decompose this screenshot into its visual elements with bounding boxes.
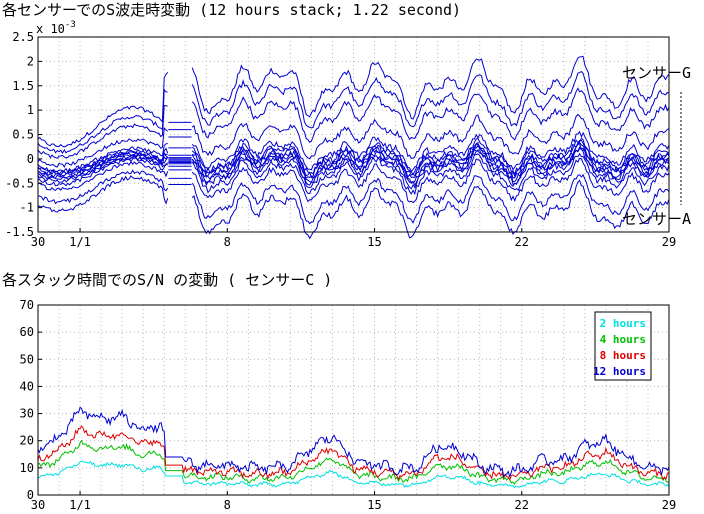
top-y-tick-label: 1 [27, 103, 34, 117]
top-y-tick-label: 0.5 [12, 128, 34, 142]
bottom-x-tick-label: 8 [224, 498, 231, 512]
top-series-line [37, 160, 169, 192]
top-chart-title: 各センサーでのS波走時変動 (12 hours stack; 1.22 seco… [2, 1, 461, 19]
top-y-tick-label: -1 [20, 201, 34, 215]
top-y-tick-label: 0 [27, 152, 34, 166]
top-chart-grid [38, 36, 669, 233]
bottom-chart-frame [37, 304, 670, 496]
legend-label-4-hours: 4 hours [600, 333, 646, 346]
bottom-y-tick-label: 20 [20, 434, 34, 448]
top-series-line [37, 126, 169, 168]
top-series-line [37, 153, 169, 179]
top-series-line [191, 143, 670, 184]
top-series-line [37, 155, 169, 183]
bottom-y-tick-label: 50 [20, 352, 34, 366]
top-series-line [37, 169, 169, 205]
legend-label-2-hours: 2 hours [600, 317, 646, 330]
top-series-line [191, 179, 670, 240]
top-x-tick-label: 30 [31, 235, 45, 249]
bottom-y-tick-label: 70 [20, 298, 34, 312]
bottom-y-tick-label: 60 [20, 325, 34, 339]
bottom-chart-x-axis: 30 1/1 8 15 22 29 [31, 491, 676, 512]
top-chart-series-group [37, 55, 670, 240]
bottom-chart-y-axis: 0 10 20 30 40 50 60 70 [20, 298, 42, 502]
bottom-series-line-4-hours [37, 439, 670, 485]
top-series-line [191, 140, 670, 179]
bottom-x-tick-label: 1/1 [69, 498, 91, 512]
sensor-top-label: センサーG [622, 64, 691, 82]
top-chart-x-axis: 30 1/1 8 15 22 29 [31, 228, 676, 249]
top-series-line [191, 87, 670, 143]
bottom-y-tick-label: 10 [20, 461, 34, 475]
top-series-line [191, 173, 670, 225]
top-y-tick-label: -1.5 [5, 225, 34, 239]
top-series-line [37, 143, 168, 173]
bottom-series-line-2-hours [38, 460, 670, 489]
top-chart-y-exponent: x 10-3 [36, 20, 76, 36]
top-series-line [37, 71, 169, 148]
top-x-tick-label: 8 [224, 235, 231, 249]
legend-label-8-hours: 8 hours [600, 349, 646, 362]
top-series-line [191, 157, 670, 204]
top-x-tick-label: 22 [515, 235, 529, 249]
sensor-bottom-label: センサーA [622, 210, 691, 228]
bottom-x-tick-label: 22 [515, 498, 529, 512]
top-series-line [191, 70, 670, 129]
bottom-chart-legend: 2 hours 4 hours 8 hours 12 hours [593, 311, 652, 381]
bottom-y-tick-label: 30 [20, 407, 34, 421]
bottom-x-tick-label: 15 [367, 498, 381, 512]
top-series-line [191, 146, 670, 187]
bottom-y-tick-label: 0 [27, 488, 34, 502]
top-x-tick-label: 15 [367, 235, 381, 249]
top-y-tick-label: -0.5 [5, 176, 34, 190]
top-y-tick-label: 2.5 [12, 30, 34, 44]
top-chart-y-axis: -1.5 -1 -0.5 0 0.5 1 1.5 2 2.5 [5, 30, 42, 239]
top-series-line [191, 130, 670, 173]
legend-label-12-hours: 12 hours [593, 365, 646, 378]
top-series-line [191, 152, 670, 196]
top-y-tick-label: 1.5 [12, 79, 34, 93]
bottom-x-tick-label: 29 [662, 498, 676, 512]
bottom-x-tick-label: 30 [31, 498, 45, 512]
top-y-tick-label: 2 [27, 54, 34, 68]
top-series-line [191, 113, 670, 160]
bottom-series-line-8-hours [37, 425, 670, 481]
top-x-tick-label: 1/1 [69, 235, 91, 249]
bottom-y-tick-label: 40 [20, 379, 34, 393]
legend-box [594, 311, 652, 381]
bottom-chart-title: 各スタック時間でのS/N の変動 ( センサーC ) [2, 271, 332, 289]
top-series-line [37, 88, 168, 155]
bottom-series-line-12-hours [37, 406, 670, 479]
bottom-chart-series-group [37, 406, 670, 489]
top-series-line [191, 55, 670, 120]
top-series-line [37, 105, 168, 159]
top-x-tick-label: 29 [662, 235, 676, 249]
top-series-line [37, 157, 168, 187]
top-series-line [37, 175, 169, 213]
top-series-line [191, 148, 670, 190]
